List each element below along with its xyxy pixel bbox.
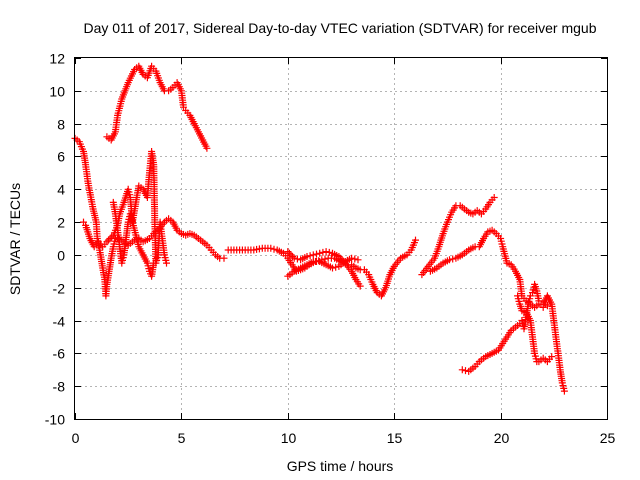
data-point [284,248,292,256]
data-point [548,353,556,361]
y-tick-label: -4 [53,314,66,330]
data-point [290,254,298,262]
data-point [103,238,111,246]
x-tick-label: 25 [600,430,616,446]
data-point [303,253,311,260]
chart-title: Day 011 of 2017, Sidereal Day-to-day VTE… [83,20,596,36]
data-point [322,248,330,256]
data-point [458,366,466,374]
data-point [351,255,359,263]
data-point [332,263,340,271]
data-point [313,250,320,258]
y-tick-label: 10 [49,84,65,100]
x-axis-label: GPS time / hours [287,458,394,474]
data-point [354,256,362,264]
y-tick-label: -2 [53,281,66,297]
data-point [316,249,324,257]
data-point [356,282,364,290]
y-axis-label: SDTVAR / TECUs [7,183,23,295]
x-tick-label: 15 [387,430,403,446]
y-tick-label: -10 [45,412,65,428]
data-point [306,252,314,260]
data-point [150,259,158,267]
y-tick-label: 4 [57,182,65,198]
data-point [446,256,453,264]
y-tick-label: 8 [57,117,65,133]
data-point [325,248,333,256]
x-tick-label: 5 [178,430,186,446]
data-point [108,233,116,241]
x-axis-ticks: 0 5 10 15 20 25 [72,58,616,446]
data-points [71,62,568,395]
data-point [287,251,295,259]
y-axis-ticks: 12 10 8 6 4 2 0 -2 -4 -6 -8 -10 [45,51,607,428]
y-tick-label: 2 [57,215,65,231]
y-tick-label: 0 [57,248,65,264]
y-tick-label: 6 [57,149,65,165]
data-point [348,254,356,262]
data-point [337,254,344,262]
data-point [106,235,114,242]
data-point [267,244,275,252]
data-point [285,249,293,257]
data-point [163,259,170,267]
data-point [220,254,228,262]
data-point [560,387,568,395]
data-point [309,251,317,259]
data-point [105,236,112,244]
y-tick-label: 12 [49,51,65,67]
plot-frame [74,57,608,420]
data-point [321,255,329,263]
data-point [329,264,336,272]
y-tick-label: -6 [53,346,66,362]
y-tick-label: -8 [53,379,66,395]
data-point [203,144,211,152]
data-point [490,194,498,201]
data-point [412,236,419,244]
x-tick-label: 10 [281,430,297,446]
data-point [449,255,457,263]
data-point [319,248,327,256]
x-tick-label: 20 [494,430,510,446]
x-tick-label: 0 [72,430,80,446]
data-point [270,245,278,253]
data-point [543,302,551,310]
data-point [289,253,297,261]
data-point [462,367,469,375]
data-point [335,253,343,260]
